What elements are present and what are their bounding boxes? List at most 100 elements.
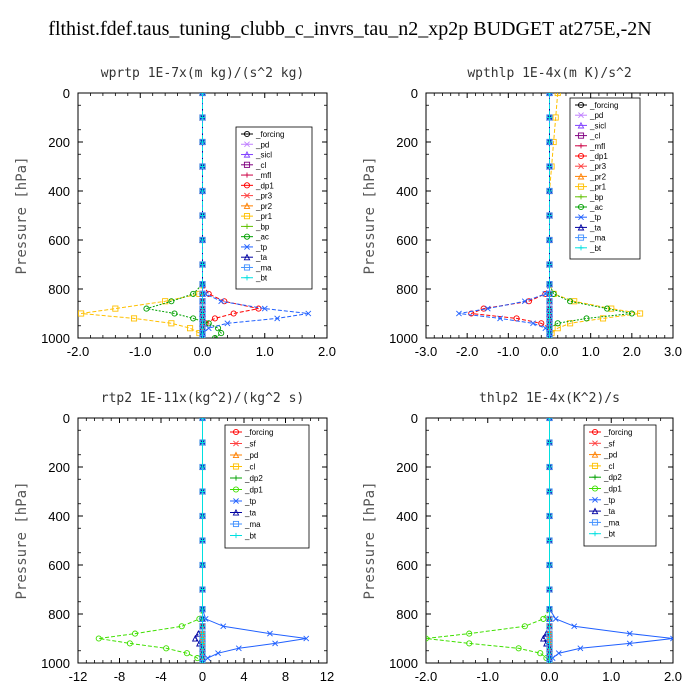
legend-entry: _bt bbox=[255, 274, 268, 283]
series-point bbox=[199, 310, 206, 317]
y-tick-label: 400 bbox=[48, 509, 70, 524]
x-tick-label: -2.0 bbox=[415, 669, 437, 684]
series-point bbox=[567, 298, 574, 305]
legend-marker bbox=[577, 234, 585, 241]
series-point bbox=[571, 623, 578, 630]
legend-marker bbox=[591, 450, 599, 458]
legend-entry: _bt bbox=[244, 532, 257, 541]
series-line-pr1 bbox=[81, 93, 203, 338]
series-point bbox=[163, 645, 170, 652]
series-point bbox=[546, 562, 553, 568]
y-tick-label: 800 bbox=[48, 607, 70, 622]
legend-entry: _pr1 bbox=[589, 183, 607, 192]
series-point bbox=[521, 623, 528, 630]
legend-marker bbox=[592, 474, 598, 480]
series-point bbox=[546, 660, 553, 663]
legend-entry: _pd bbox=[244, 451, 258, 460]
legend-marker bbox=[232, 463, 240, 470]
y-tick-label: 800 bbox=[396, 607, 418, 622]
legend-entry: _ta bbox=[589, 223, 602, 232]
series-point bbox=[546, 631, 553, 637]
legend-entry: _ma bbox=[589, 234, 606, 243]
legend-marker bbox=[244, 244, 250, 250]
series-point bbox=[95, 635, 102, 642]
series-point bbox=[205, 325, 212, 332]
series-point bbox=[199, 330, 206, 336]
y-axis-label: Pressure [hPa] bbox=[14, 481, 30, 599]
series-point bbox=[546, 616, 553, 622]
series-point bbox=[546, 655, 553, 661]
legend-entry: _dp2 bbox=[603, 473, 622, 482]
legend-marker bbox=[577, 183, 585, 190]
y-tick-label: 800 bbox=[48, 282, 70, 297]
legend-entry: _dp2 bbox=[244, 474, 263, 483]
series-point bbox=[218, 298, 225, 305]
x-tick-label: -3.0 bbox=[415, 344, 437, 359]
x-tick-label: -1.0 bbox=[477, 669, 499, 684]
series-point bbox=[78, 310, 85, 317]
series-point bbox=[215, 650, 221, 657]
series-point bbox=[199, 188, 206, 194]
legend-marker bbox=[243, 150, 251, 158]
x-tick-label: 1.0 bbox=[256, 344, 274, 359]
legend-box bbox=[224, 424, 310, 549]
legend-box bbox=[235, 126, 313, 290]
series-point bbox=[546, 586, 553, 593]
series-point bbox=[554, 320, 561, 327]
legend-entry: _bt bbox=[589, 244, 602, 253]
series-point bbox=[199, 635, 206, 642]
y-tick-label: 200 bbox=[48, 460, 70, 475]
legend-entry: _bt bbox=[603, 530, 616, 539]
chart-panel-4: thlp2 1E-4x(K^2)/s Pressure [hPa] -2.0 -1.0… bbox=[362, 391, 682, 684]
x-tick-label: 1.0 bbox=[582, 344, 600, 359]
series-point bbox=[626, 630, 633, 637]
legend-marker bbox=[578, 245, 584, 251]
x-tick-label: -12 bbox=[69, 669, 88, 684]
panel-title: wpthlp 1E-4x(m K)/s^2 bbox=[467, 66, 631, 81]
series-point bbox=[218, 330, 225, 337]
y-tick-label: 400 bbox=[396, 184, 418, 199]
series-line-ac bbox=[549, 93, 632, 338]
series-line-dp1 bbox=[98, 418, 203, 663]
x-tick-label: 12 bbox=[320, 669, 334, 684]
legend-entry: _pr3 bbox=[255, 192, 273, 201]
legend-entry: _tp bbox=[244, 497, 257, 506]
legend-entry: _ta bbox=[603, 507, 616, 516]
legend-marker bbox=[232, 451, 240, 459]
series-point bbox=[546, 606, 553, 612]
series-point bbox=[466, 640, 473, 647]
y-axis-label: Pressure [hPa] bbox=[14, 156, 30, 274]
series-point bbox=[199, 488, 206, 495]
legend-marker bbox=[578, 163, 584, 170]
legend-entry: _pr2 bbox=[255, 202, 273, 211]
series-point bbox=[211, 334, 218, 338]
x-tick-label: 2.0 bbox=[623, 344, 641, 359]
y-tick-label: 1000 bbox=[389, 656, 418, 671]
legend-entry: _sf bbox=[603, 439, 615, 448]
legend-marker bbox=[592, 496, 598, 503]
series-point bbox=[546, 310, 553, 317]
series-point bbox=[546, 291, 553, 297]
legend-entry: _ma bbox=[255, 263, 272, 272]
legend-entry: _cl bbox=[255, 161, 266, 170]
series-point bbox=[224, 320, 231, 327]
series-point bbox=[132, 630, 139, 637]
series-point bbox=[530, 320, 536, 327]
legend-entry: _forcing bbox=[589, 101, 618, 110]
series-point bbox=[538, 320, 545, 327]
legend-marker bbox=[577, 132, 585, 139]
series-point bbox=[546, 645, 553, 651]
panel-title: rtp2 1E-11x(kg^2)/(kg^2 s) bbox=[101, 391, 305, 406]
y-tick-label: 600 bbox=[396, 558, 418, 573]
legend-entry: _cl bbox=[244, 463, 255, 472]
legend-entry: _bp bbox=[255, 222, 270, 231]
series-point bbox=[537, 650, 544, 657]
legend-marker bbox=[591, 462, 599, 469]
series-point bbox=[546, 623, 553, 629]
legend-entry: _tp bbox=[255, 243, 268, 252]
legend-entry: _forcing bbox=[603, 428, 632, 437]
series-point bbox=[190, 315, 197, 322]
y-tick-label: 800 bbox=[396, 282, 418, 297]
legend-entry: _bp bbox=[589, 193, 604, 202]
series-point bbox=[199, 261, 206, 268]
